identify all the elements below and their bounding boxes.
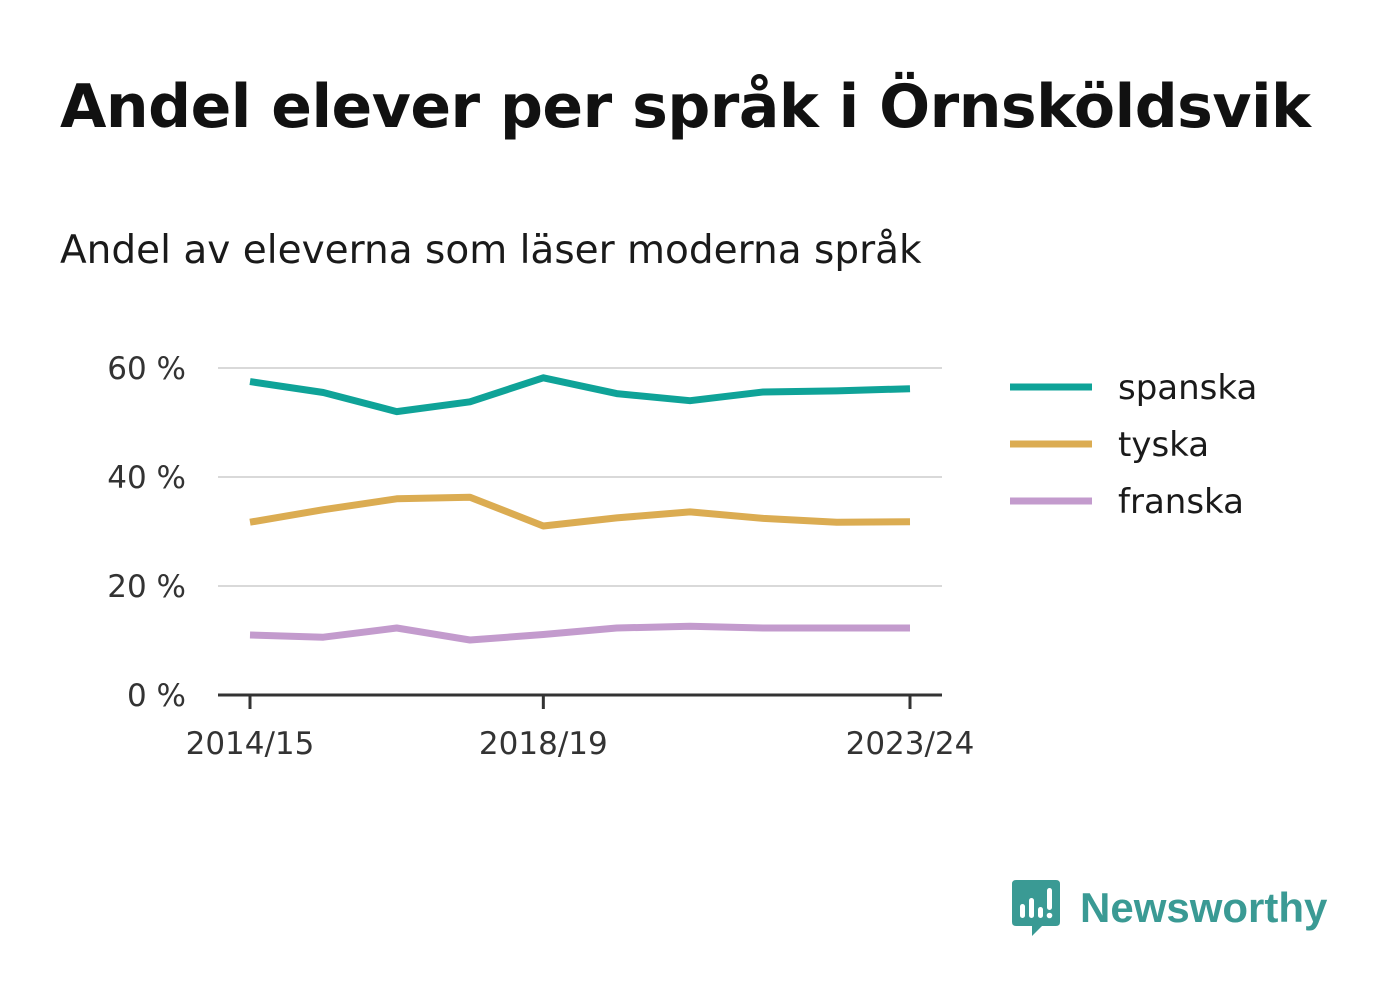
series-line-franska: [249, 622, 910, 644]
grid-lines: [218, 367, 942, 587]
legend: spanska tyska franska: [1010, 368, 1257, 522]
newsworthy-logo-icon: [1012, 880, 1060, 936]
series-lines: [249, 374, 911, 644]
legend-label-franska: franska: [1118, 482, 1244, 522]
y-tick-label: 20 %: [107, 569, 186, 605]
x-tick-label: 2023/24: [846, 726, 975, 762]
legend-label-spanska: spanska: [1118, 368, 1257, 408]
chart-subtitle: Andel av eleverna som läser moderna språ…: [60, 228, 922, 273]
x-axis: 2014/15 2018/19 2023/24: [186, 693, 975, 762]
y-tick-label: 40 %: [107, 460, 186, 496]
x-tick-label: 2018/19: [479, 726, 608, 762]
series-line-spanska: [249, 374, 911, 416]
y-tick-label: 0 %: [127, 678, 186, 714]
y-axis-tick-labels: 0 % 20 % 40 % 60 %: [107, 351, 186, 714]
chart-title: Andel elever per språk i Örnsköldsvik: [60, 72, 1311, 142]
x-tick-label: 2014/15: [186, 726, 315, 762]
brand-name: Newsworthy: [1080, 884, 1328, 931]
newsworthy-logo: Newsworthy: [1010, 878, 1327, 938]
series-line-tyska: [249, 493, 911, 530]
y-tick-label: 60 %: [107, 351, 186, 387]
legend-label-tyska: tyska: [1118, 425, 1209, 465]
